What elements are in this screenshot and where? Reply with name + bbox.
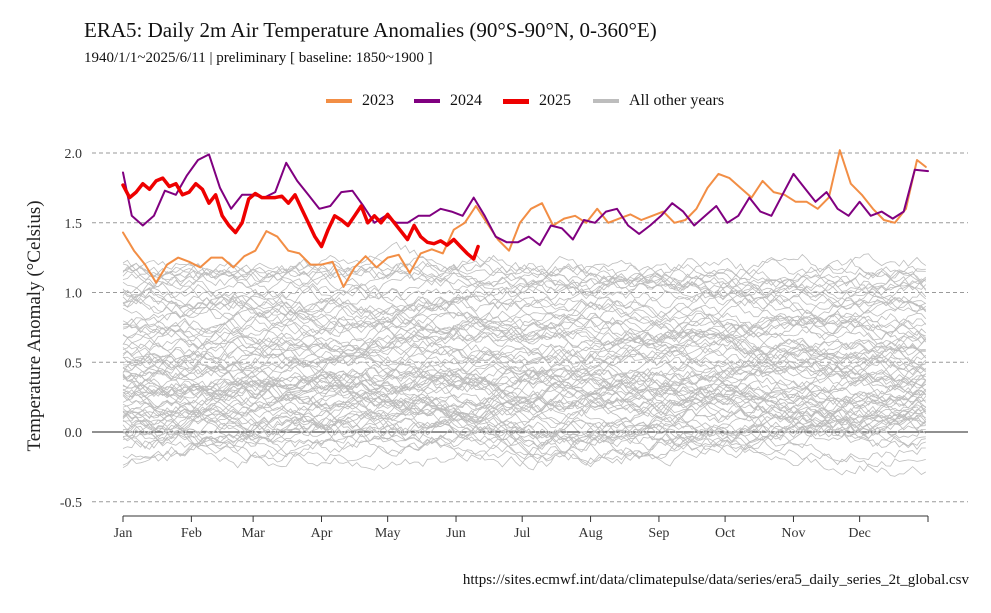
other-year-line-72 [122, 269, 926, 309]
other-year-line-6 [122, 404, 927, 441]
legend-swatch-2025 [503, 98, 529, 104]
other-year-line-13 [122, 397, 926, 450]
y-tick-label-3: 1.0 [65, 287, 83, 302]
other-year-line-42 [123, 342, 927, 394]
other-year-line-40 [122, 361, 927, 399]
other-year-line-54 [122, 301, 926, 358]
other-year-line-2 [122, 411, 926, 453]
other-year-line-52 [122, 328, 927, 381]
other-year-line-45 [122, 336, 926, 378]
other-year-line-81 [122, 253, 926, 285]
x-tick-label-6: Jul [514, 526, 530, 541]
other-year-line-71 [122, 280, 927, 322]
x-tick-label-10: Nov [781, 526, 805, 541]
other-year-line-80 [122, 263, 927, 300]
legend-swatch-other [593, 99, 619, 103]
legend-swatch-2023 [326, 99, 352, 103]
y-axis-label: Temperature Anomaly (°Celsius) [24, 200, 45, 451]
other-year-line-79 [122, 253, 927, 295]
other-year-line-46 [122, 365, 927, 392]
x-tick-label-9: Oct [715, 526, 735, 541]
axes: -0.5 0.0 0.5 1.0 1.5 2.0 Jan Feb Mar Apr May Jun Jul… [24, 147, 929, 541]
other-year-line-70 [122, 276, 927, 321]
other-year-line-66 [122, 287, 927, 354]
x-tick-label-11: Dec [848, 526, 871, 541]
series-line-2023 [122, 149, 927, 288]
x-tick-label-8: Sep [648, 526, 669, 541]
x-tick-label-2: Mar [241, 526, 265, 541]
legend-label-other: All other years [629, 92, 725, 109]
other-year-line-22 [122, 378, 926, 435]
other-year-line-1 [122, 421, 926, 465]
y-tick-label-0: -0.5 [60, 496, 82, 511]
other-year-line-5 [122, 435, 926, 476]
other-years-series [122, 241, 927, 477]
other-year-line-30 [122, 367, 927, 419]
source-url: https://sites.ecmwf.int/data/climatepuls… [462, 572, 969, 588]
other-year-line-17 [122, 401, 926, 459]
other-year-line-7 [122, 419, 926, 463]
other-year-line-76 [122, 255, 927, 310]
other-year-line-56 [122, 318, 926, 365]
legend-item-other: All other years [593, 90, 724, 112]
other-year-line-34 [122, 365, 927, 410]
highlight-series [121, 149, 929, 288]
other-year-line-12 [122, 407, 927, 448]
legend-item-2023: 2023 [326, 90, 394, 112]
chart-subtitle: 1940/1/1~2025/6/11 | preliminary [ basel… [84, 50, 433, 66]
y-tick-label-5: 2.0 [65, 147, 83, 162]
other-year-line-73 [122, 267, 927, 318]
other-year-line-41 [122, 349, 926, 413]
other-year-line-25 [122, 388, 927, 422]
legend-label-2024: 2024 [450, 92, 482, 109]
y-tick-label-2: 0.5 [65, 356, 83, 371]
other-year-line-37 [122, 357, 927, 396]
legend-label-2025: 2025 [539, 92, 571, 109]
other-year-line-75 [122, 262, 926, 298]
series-line-2024 [122, 153, 929, 247]
other-year-line-20 [122, 381, 926, 443]
y-tick-label-4: 1.5 [65, 217, 83, 232]
x-tick-label-7: Aug [578, 526, 602, 541]
other-year-line-69 [122, 270, 927, 334]
gridlines [92, 152, 968, 503]
other-year-line-33 [122, 364, 927, 417]
other-year-line-77 [122, 267, 927, 304]
other-year-line-65 [122, 278, 927, 328]
other-year-line-55 [122, 317, 927, 362]
x-tick-label-4: May [375, 526, 401, 541]
other-year-line-57 [122, 295, 927, 352]
series-line-2025 [121, 176, 480, 261]
other-year-line-24 [122, 379, 926, 419]
other-year-line-9 [122, 423, 926, 471]
legend-item-2025: 2025 [503, 90, 571, 112]
x-tick-label-1: Feb [181, 526, 202, 541]
legend-swatch-2024 [414, 99, 440, 103]
x-tick-label-3: Apr [311, 526, 333, 541]
other-year-line-11 [122, 401, 927, 450]
other-year-line-16 [122, 410, 927, 445]
other-year-line-63 [122, 299, 927, 345]
other-year-line-53 [122, 329, 927, 382]
chart-title: ERA5: Daily 2m Air Temperature Anomalies… [84, 18, 657, 42]
x-tick-label-0: Jan [114, 526, 133, 541]
legend: 2023 2024 2025 All other years [0, 90, 991, 112]
other-year-line-18 [122, 389, 926, 439]
y-tick-label-1: 0.0 [65, 426, 83, 441]
legend-label-2023: 2023 [362, 92, 394, 109]
other-year-line-67 [122, 263, 926, 318]
other-year-line-62 [122, 312, 927, 364]
x-tick-label-5: Jun [446, 526, 465, 541]
legend-item-2024: 2024 [414, 90, 482, 112]
other-year-line-4 [122, 400, 927, 460]
